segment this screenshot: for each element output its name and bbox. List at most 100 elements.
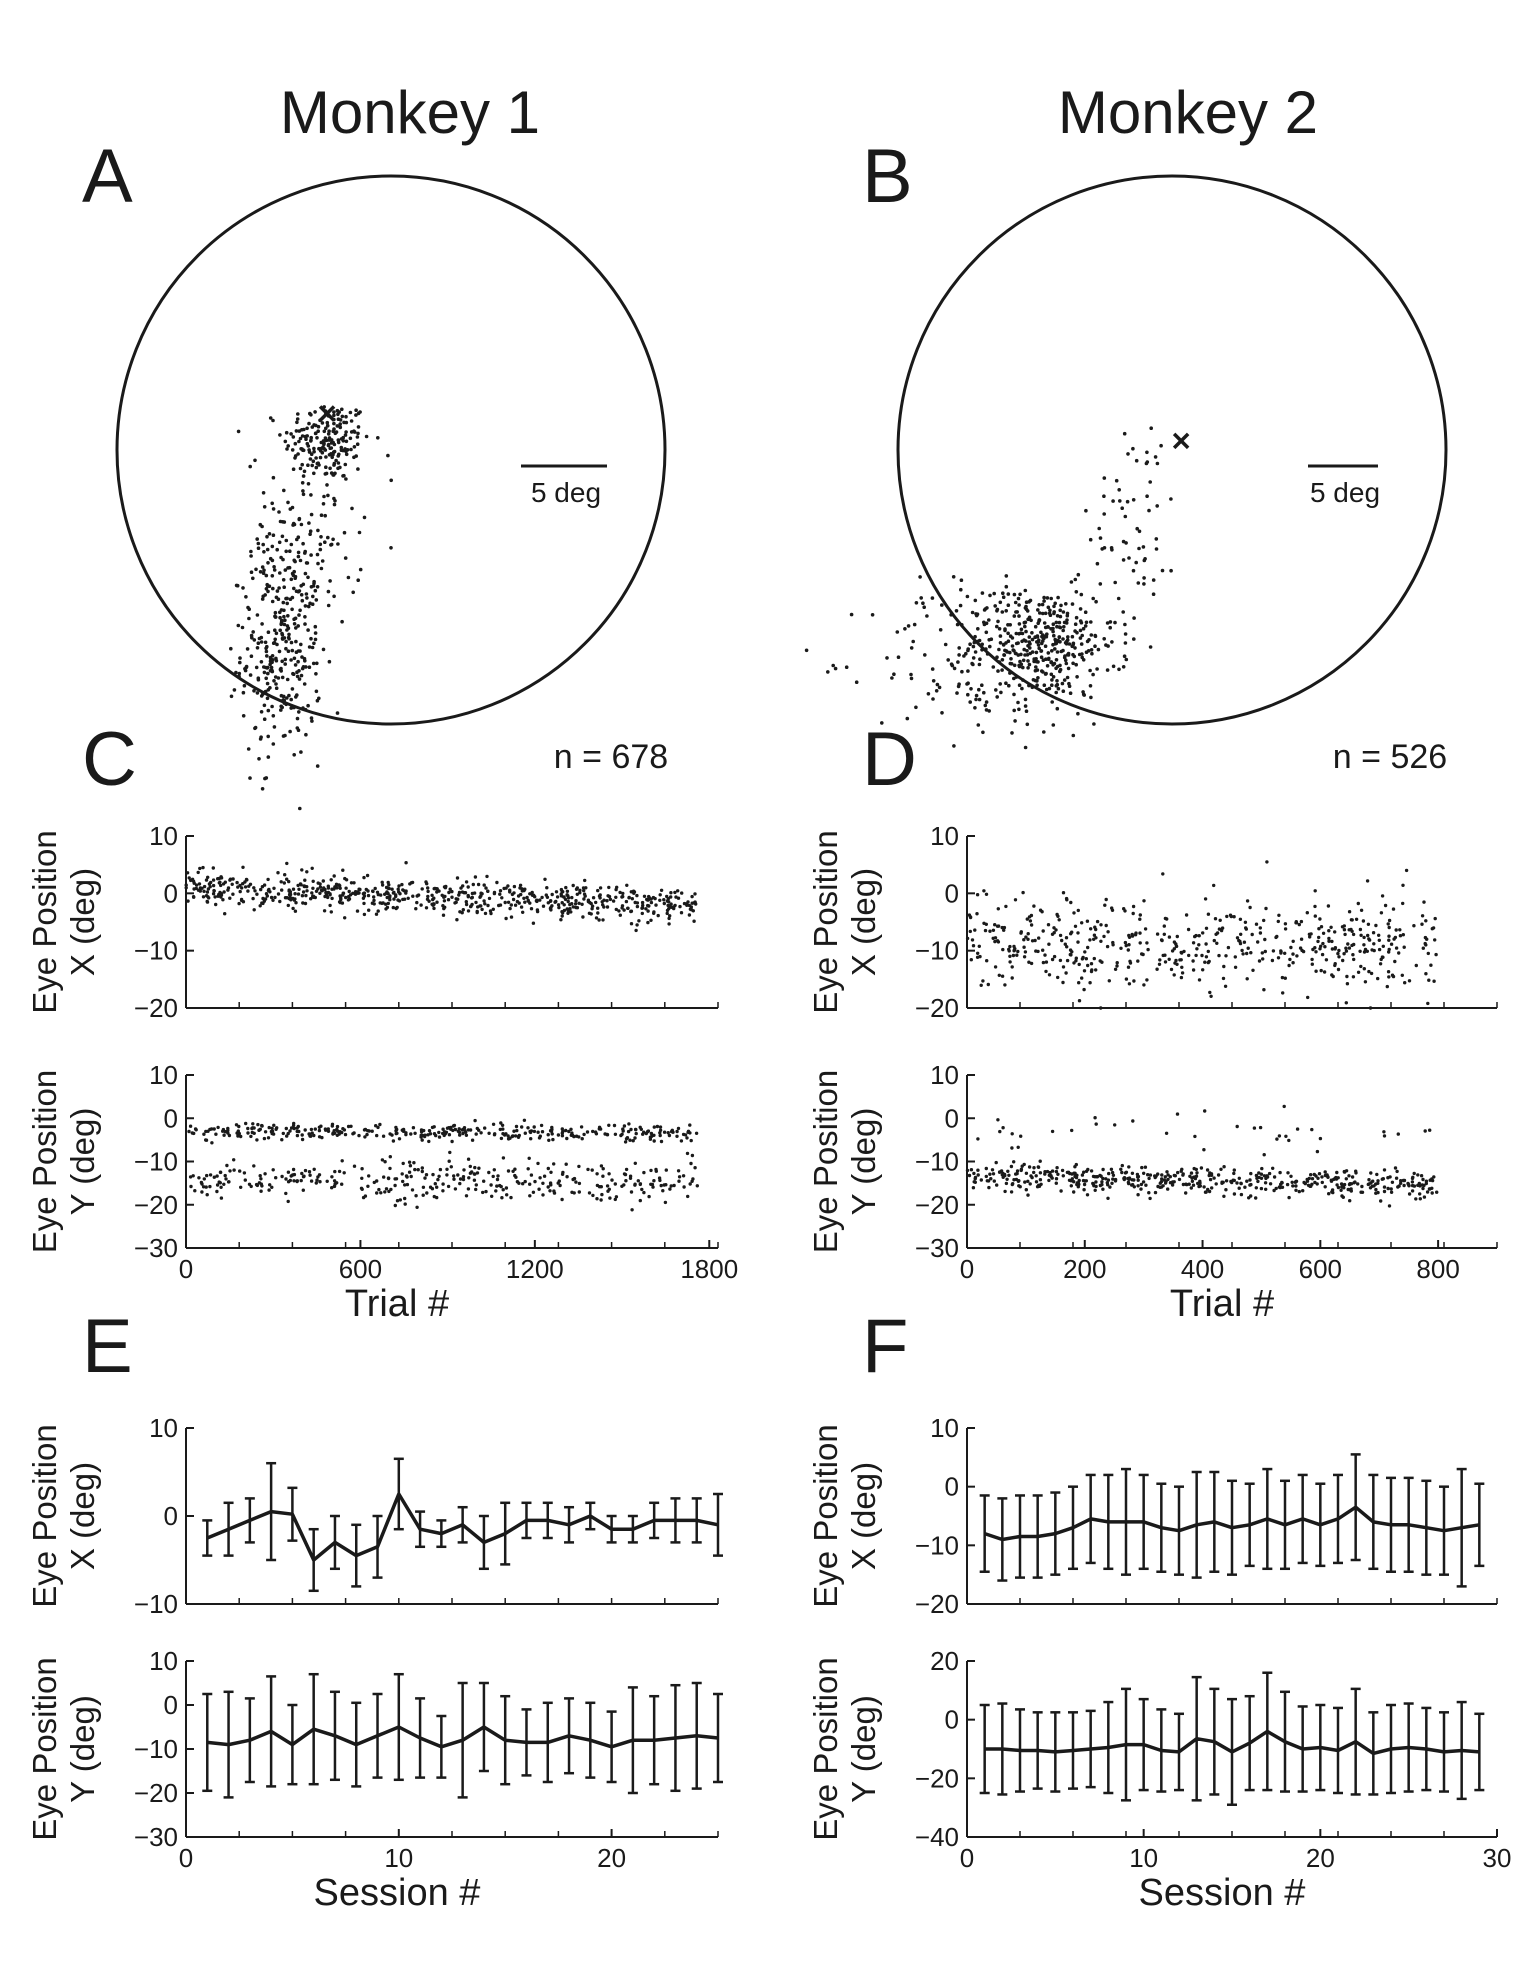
y-tick-label: −20	[915, 1589, 959, 1619]
eye-position-point	[1089, 633, 1094, 637]
trial-point	[1030, 939, 1035, 943]
trial-point	[372, 898, 376, 903]
trial-point	[464, 1194, 469, 1198]
eye-position-point	[279, 708, 283, 712]
trial-point	[1093, 1116, 1097, 1120]
eye-position-point	[306, 703, 310, 708]
trial-point	[695, 1184, 699, 1188]
trial-point	[506, 1134, 510, 1138]
eye-position-point	[1024, 604, 1028, 609]
trial-point	[487, 1170, 491, 1175]
trial-point	[624, 1167, 629, 1172]
trial-point	[377, 1187, 381, 1192]
trial-point	[599, 1164, 604, 1168]
trial-point	[993, 965, 998, 969]
trial-point	[1209, 994, 1213, 998]
eye-position-point	[980, 642, 984, 647]
trial-point	[452, 1123, 457, 1128]
trial-point	[436, 1177, 440, 1182]
trial-point	[1024, 1188, 1029, 1192]
eye-position-point	[283, 733, 287, 738]
trial-point	[1235, 1181, 1239, 1185]
eye-position-point	[255, 691, 260, 695]
trial-point	[1046, 923, 1051, 927]
trial-point	[433, 1182, 437, 1186]
trial-point	[343, 1132, 348, 1137]
panel-letter-b: B	[862, 134, 913, 219]
trial-point	[632, 890, 637, 894]
eye-position-point	[262, 703, 267, 708]
trial-point	[667, 1133, 672, 1138]
trial-point	[500, 896, 504, 900]
trial-point	[510, 892, 515, 897]
trial-point	[1256, 1179, 1260, 1184]
trial-point	[1083, 950, 1087, 954]
trial-point	[1283, 976, 1288, 980]
trial-point	[1386, 1176, 1390, 1180]
eye-position-point	[334, 430, 339, 434]
eye-position-point	[971, 644, 976, 649]
trial-point	[693, 892, 697, 896]
trial-point	[441, 1127, 445, 1131]
trial-point	[221, 1129, 225, 1133]
trial-point	[208, 1184, 212, 1189]
eye-position-point	[1067, 642, 1072, 646]
trial-point	[492, 890, 497, 895]
eye-position-point	[935, 682, 940, 687]
eye-position-point	[260, 597, 265, 601]
trial-point	[376, 909, 380, 913]
trial-point	[450, 889, 454, 894]
eye-position-point	[1049, 660, 1053, 665]
eye-position-point	[324, 455, 328, 459]
trial-point	[1323, 945, 1327, 949]
trial-point	[1055, 1166, 1059, 1170]
trial-point	[1347, 910, 1352, 914]
trial-point	[1190, 1179, 1195, 1184]
eye-position-point	[262, 550, 266, 554]
eye-position-point	[296, 554, 301, 559]
trial-point	[1430, 1191, 1434, 1195]
trial-point	[432, 906, 436, 911]
trial-point	[1387, 1204, 1392, 1208]
eye-position-point	[284, 596, 288, 601]
trial-point	[1354, 917, 1359, 921]
trial-point	[1106, 930, 1110, 934]
trial-point	[656, 913, 660, 918]
trial-point	[502, 886, 506, 891]
trial-point	[466, 893, 470, 898]
trial-point	[362, 912, 367, 917]
trial-point	[546, 1133, 550, 1137]
eye-position-point	[1042, 595, 1046, 600]
eye-position-point	[295, 716, 300, 721]
eye-position-point	[326, 603, 331, 608]
trial-point	[1068, 1171, 1072, 1176]
trial-point	[1092, 956, 1097, 961]
trial-point	[1021, 890, 1025, 895]
trial-point	[1272, 1188, 1276, 1193]
trial-point	[1138, 917, 1142, 921]
trial-point	[187, 876, 191, 880]
trial-point	[473, 875, 478, 879]
trial-point	[1369, 1171, 1373, 1175]
trial-point	[291, 1123, 296, 1128]
trial-point	[1063, 942, 1068, 946]
eye-position-point	[270, 574, 275, 578]
trial-point	[1235, 1124, 1239, 1129]
trial-point	[394, 1125, 398, 1130]
eye-position-point	[263, 776, 267, 781]
trial-point	[569, 910, 573, 914]
trial-point	[570, 895, 574, 900]
eye-position-point	[336, 542, 340, 546]
trial-point	[1213, 917, 1218, 921]
trial-point	[1080, 976, 1084, 980]
trial-point	[1276, 919, 1281, 924]
eye-position-point	[909, 646, 914, 650]
eye-position-point	[1064, 661, 1069, 666]
trial-point	[1175, 1112, 1180, 1116]
trial-point	[344, 895, 348, 900]
trial-point	[257, 1128, 261, 1132]
eye-position-point	[1042, 599, 1046, 603]
trial-point	[446, 898, 451, 902]
trial-point	[201, 865, 205, 870]
